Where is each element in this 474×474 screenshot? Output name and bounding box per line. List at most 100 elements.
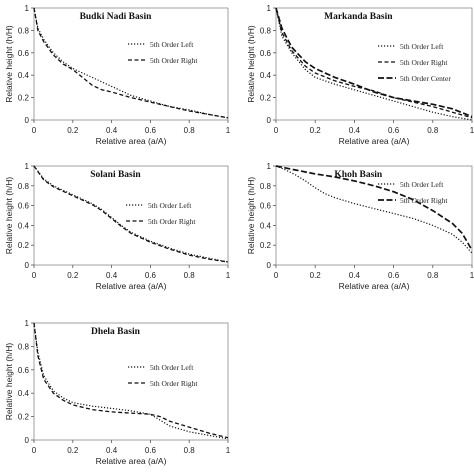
plot-frame — [33, 322, 229, 441]
y-tick-label: 0.2 — [260, 94, 272, 103]
x-tick-label: 0.4 — [106, 126, 118, 135]
legend-label: 5th Order Left — [150, 363, 194, 372]
y-tick-label: 1 — [25, 4, 30, 13]
chart-title: Markanda Basin — [324, 12, 393, 22]
x-tick-label: 0.6 — [388, 271, 400, 280]
series-line — [275, 165, 473, 254]
x-tick-label: 0.2 — [67, 126, 79, 135]
legend-label: 5th Order Left — [400, 180, 444, 189]
chart-panel-3: 0 0.2 0.4 0.6 0.8 1 0 0.2 0.4 0.6 0.8 1 Relative are… — [4, 162, 231, 291]
chart-title: Solani Basin — [90, 170, 141, 180]
series-line — [33, 322, 229, 439]
series-line — [275, 165, 473, 251]
x-tick-label: 0.8 — [184, 446, 196, 455]
y-tick-label: 0.2 — [18, 94, 30, 103]
y-tick-label: 0.2 — [18, 413, 30, 422]
y-tick-label: 0 — [267, 116, 272, 125]
y-tick-label: 0 — [25, 436, 30, 445]
y-tick-label: 0.2 — [18, 241, 30, 250]
y-tick-label: 0.6 — [18, 366, 30, 375]
x-tick-label: 0 — [274, 126, 279, 135]
chart-panel-1: 0 0.2 0.4 0.6 0.8 1 0 0.2 0.4 0.6 0.8 1 Relative are… — [4, 4, 231, 146]
y-tick-label: 0.4 — [18, 221, 30, 230]
series-line — [33, 7, 229, 119]
x-tick-label: 0.8 — [184, 126, 196, 135]
x-tick-label: 1 — [226, 271, 231, 280]
y-tick-label: 1 — [267, 162, 272, 171]
x-tick-label: 1 — [470, 126, 474, 135]
x-axis-label: Relative area (a/A) — [339, 136, 410, 146]
series-line — [275, 7, 473, 121]
y-tick-label: 0.8 — [18, 342, 30, 351]
x-axis-label: Relative area (a/A) — [96, 456, 167, 466]
y-axis-label: Relative height (h/H) — [4, 25, 14, 103]
x-tick-label: 0.8 — [427, 126, 439, 135]
plot-frame — [275, 165, 473, 266]
x-tick-label: 0 — [32, 446, 37, 455]
legend-label: 5th Order Left — [148, 201, 192, 210]
x-tick-label: 0 — [274, 271, 279, 280]
y-axis-label: Relative height (h/H) — [246, 25, 256, 103]
x-tick-label: 0.6 — [388, 126, 400, 135]
legend-label: 5th Order Right — [400, 196, 448, 205]
chart-panel-2: 0 0.2 0.4 0.6 0.8 1 0 0.2 0.4 0.6 0.8 1 Relative are… — [246, 4, 474, 146]
series-line — [33, 165, 229, 263]
y-tick-label: 0.8 — [18, 182, 30, 191]
y-tick-label: 1 — [267, 4, 272, 13]
y-tick-label: 1 — [25, 319, 30, 328]
y-tick-label: 0.4 — [18, 389, 30, 398]
x-tick-label: 0.4 — [106, 271, 118, 280]
chart-panel-4: 0 0.2 0.4 0.6 0.8 1 0 0.2 0.4 0.6 0.8 1 Relative are… — [246, 162, 474, 291]
x-tick-label: 0 — [32, 271, 37, 280]
series-line — [275, 7, 473, 119]
y-tick-label: 0.6 — [260, 202, 272, 211]
y-tick-label: 0.2 — [260, 241, 272, 250]
x-tick-label: 0.4 — [349, 126, 361, 135]
legend-label: 5th Order Right — [150, 56, 198, 65]
x-tick-label: 0.8 — [184, 271, 196, 280]
y-tick-label: 0.4 — [260, 221, 272, 230]
x-tick-label: 0.4 — [349, 271, 361, 280]
y-tick-label: 0 — [25, 261, 30, 270]
x-tick-label: 1 — [226, 446, 231, 455]
chart-title: Dhela Basin — [91, 327, 141, 337]
y-tick-label: 0.8 — [260, 182, 272, 191]
x-tick-label: 0.2 — [67, 446, 79, 455]
y-tick-label: 0.8 — [260, 26, 272, 35]
plot-frame — [275, 7, 473, 121]
y-tick-label: 0 — [267, 261, 272, 270]
y-tick-label: 0.6 — [18, 49, 30, 58]
y-tick-label: 0 — [25, 116, 30, 125]
x-tick-label: 0 — [32, 126, 37, 135]
chart-title: Khoh Basin — [334, 170, 383, 180]
x-tick-label: 0.2 — [67, 271, 79, 280]
x-tick-label: 0.4 — [106, 446, 118, 455]
x-tick-label: 0.6 — [145, 271, 157, 280]
x-tick-label: 0.6 — [145, 126, 157, 135]
x-axis-label: Relative area (a/A) — [96, 136, 167, 146]
plot-frame — [33, 165, 229, 266]
series-line — [33, 322, 229, 440]
y-tick-label: 0.4 — [260, 71, 272, 80]
series-line — [33, 165, 229, 263]
legend-label: 5th Order Right — [150, 379, 198, 388]
legend-label: 5th Order Left — [400, 42, 444, 51]
plot-frame — [33, 7, 229, 121]
x-axis-label: Relative area (a/A) — [96, 281, 167, 291]
y-tick-label: 0.6 — [18, 202, 30, 211]
y-axis-label: Relative height (h/H) — [4, 343, 14, 421]
x-tick-label: 1 — [226, 126, 231, 135]
x-tick-label: 0.8 — [427, 271, 439, 280]
series-line — [275, 7, 473, 118]
chart-panel-5: 0 0.2 0.4 0.6 0.8 1 0 0.2 0.4 0.6 0.8 1 Relative are… — [4, 319, 231, 466]
y-tick-label: 0.4 — [18, 71, 30, 80]
x-tick-label: 1 — [470, 271, 474, 280]
legend-label: 5th Order Center — [400, 74, 451, 83]
y-axis-label: Relative height (h/H) — [4, 177, 14, 255]
x-tick-label: 0.6 — [145, 446, 157, 455]
y-tick-label: 0.6 — [260, 49, 272, 58]
x-tick-label: 0.2 — [310, 271, 322, 280]
legend-label: 5th Order Left — [150, 40, 194, 49]
